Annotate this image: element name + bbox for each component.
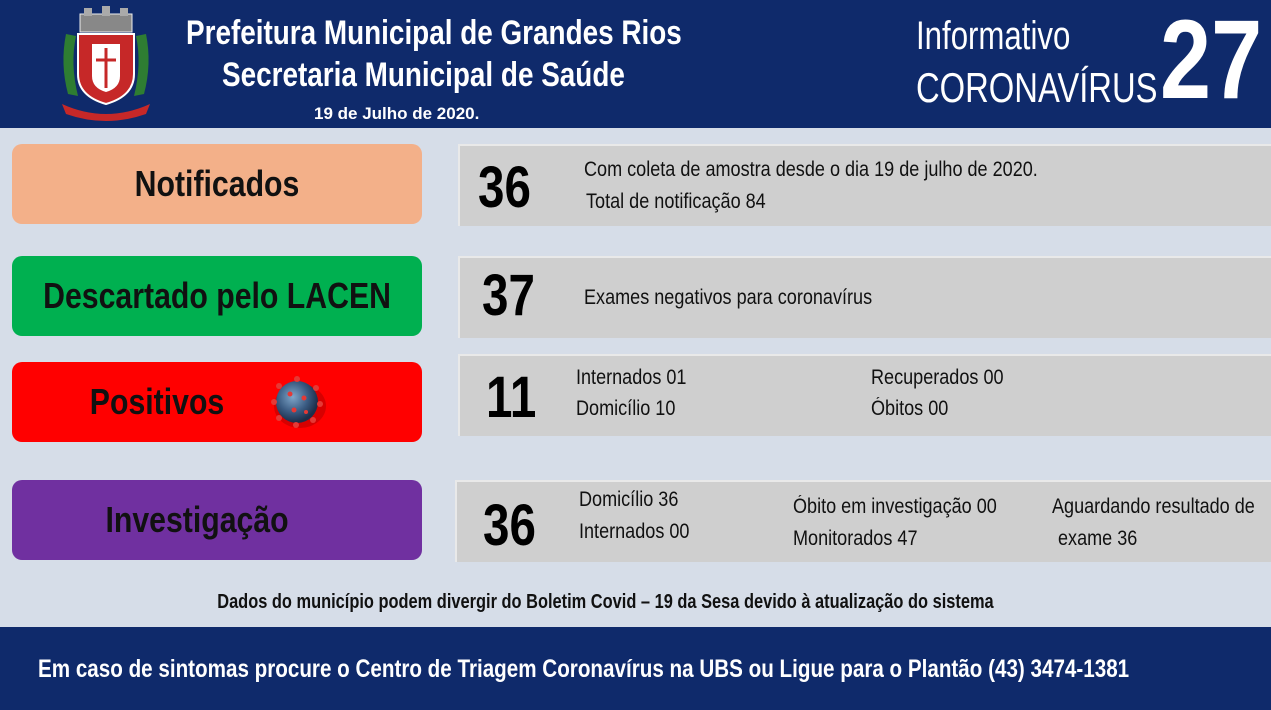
disclaimer-label: Dados do município podem divergir do Bol… — [216, 591, 994, 613]
positivos-recuperados: Recuperados 00 — [871, 366, 1004, 389]
descartado-panel: 37 Exames negativos para coronavírus — [458, 256, 1271, 338]
investigacao-monitorados: Monitorados 47 — [793, 527, 918, 550]
header-banner: Prefeitura Municipal de Grandes Rios Sec… — [0, 0, 1271, 128]
investigacao-panel: 36 Domicílio 36 Internados 00 Óbito em i… — [455, 480, 1271, 562]
department-title: Secretaria Municipal de Saúde — [222, 56, 625, 94]
investigacao-value: 36 — [483, 493, 536, 558]
positivos-internados: Internados 01 — [576, 366, 687, 389]
notificados-total: Total de notificação 84 — [586, 190, 766, 213]
footer-contact-text: Em caso de sintomas procure o Centro de … — [38, 655, 1130, 683]
descartado-value: 37 — [482, 263, 535, 328]
descartado-label: Descartado pelo LACEN — [43, 275, 391, 316]
notificados-label: Notificados — [134, 163, 300, 204]
investigacao-label-box: Investigação — [12, 480, 422, 560]
bulletin-date: 19 de Julho de 2020. — [314, 104, 480, 123]
positivos-panel: 11 Internados 01 Domicílio 10 Recuperado… — [458, 354, 1271, 436]
positivos-label: Positivos — [89, 381, 225, 422]
descartado-text: Exames negativos para coronavírus — [584, 286, 873, 309]
notificados-panel: 36 Com coleta de amostra desde o dia 19 … — [458, 144, 1271, 226]
positivos-value: 11 — [486, 365, 537, 430]
positivos-obitos: Óbitos 00 — [871, 397, 949, 420]
footer-banner: Em caso de sintomas procure o Centro de … — [0, 627, 1271, 710]
notificados-label-box: Notificados — [12, 144, 422, 224]
municipal-crest-icon — [62, 6, 150, 121]
positivos-label-box: Positivos — [12, 362, 422, 442]
coronavirus-label: CORONAVÍRUS — [916, 64, 1158, 111]
descartado-label-box: Descartado pelo LACEN — [12, 256, 422, 336]
investigacao-aguardando: Aguardando resultado de — [1052, 495, 1255, 518]
investigacao-internados: Internados 00 — [579, 520, 690, 543]
investigacao-exame: exame 36 — [1058, 527, 1138, 550]
investigacao-obito: Óbito em investigação 00 — [793, 495, 997, 518]
notificados-value: 36 — [478, 155, 531, 220]
investigacao-label: Investigação — [105, 499, 289, 540]
notificados-line1: Com coleta de amostra desde o dia 19 de … — [584, 158, 1038, 181]
municipality-title: Prefeitura Municipal de Grandes Rios — [186, 14, 682, 52]
positivos-domicilio: Domicílio 10 — [576, 397, 676, 420]
info-label: Informativo — [916, 14, 1071, 58]
virus-icon — [271, 376, 326, 428]
bulletin-number: 27 — [1160, 0, 1263, 122]
investigacao-domicilio: Domicílio 36 — [579, 488, 679, 511]
disclaimer-text: Dados do município podem divergir do Bol… — [0, 591, 1210, 614]
